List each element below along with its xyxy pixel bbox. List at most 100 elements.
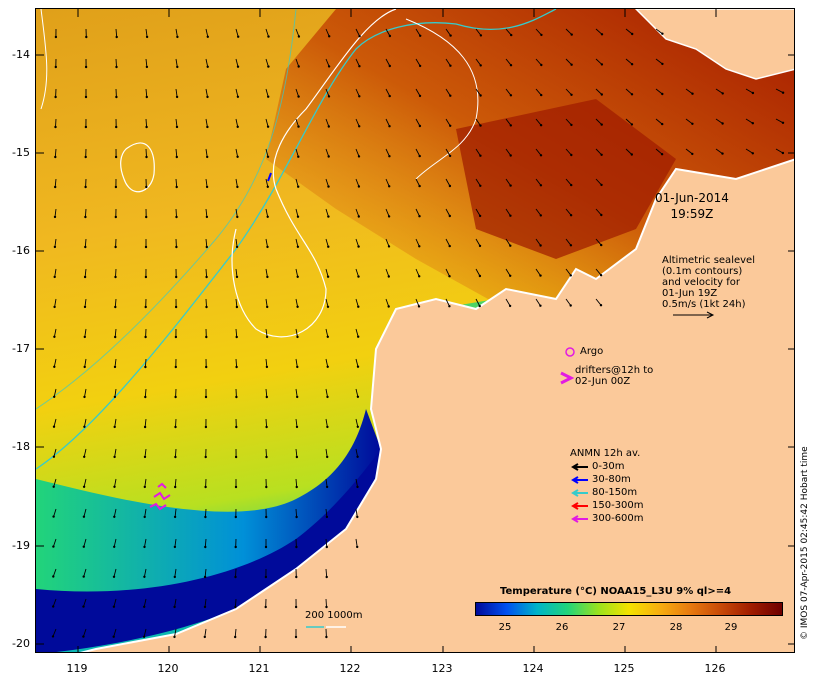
velocity-vector-head [84, 65, 88, 69]
velocity-vector [235, 118, 239, 127]
velocity-vector [295, 268, 299, 277]
lat-label-20: -20 [12, 637, 30, 650]
velocity-vector [325, 178, 329, 187]
velocity-vector [325, 328, 329, 337]
velocity-vector [385, 238, 390, 247]
velocity-vector [565, 58, 572, 66]
velocity-vector-head [174, 335, 178, 339]
cool-coastal-water [36, 409, 381, 639]
velocity-vector [295, 238, 299, 247]
velocity-vector-head [600, 33, 604, 36]
velocity-vector [234, 628, 237, 638]
anmn-item-4: 300-600m [592, 513, 644, 524]
velocity-vector [235, 358, 238, 368]
velocity-vector-head [570, 93, 573, 97]
drifters-line-1: drifters@12h to [575, 365, 654, 376]
velocity-vector-head [326, 365, 329, 368]
drifter-tracks [149, 482, 171, 511]
anmn-symbol-head-1 [571, 476, 579, 484]
velocity-vector [475, 88, 481, 96]
velocity-vector-head [540, 63, 543, 67]
drifters-label: drifters@12h to 02-Jun 00Z [575, 365, 653, 387]
velocity-vector-head [143, 605, 146, 608]
velocity-vector [445, 148, 451, 157]
velocity-vector-head [173, 605, 176, 609]
velocity-vector-head [449, 94, 452, 97]
velocity-vector-head [660, 153, 664, 156]
velocity-vector-head [296, 395, 299, 399]
velocity-vector [595, 88, 603, 95]
anmn-symbol-head-3 [571, 502, 579, 510]
velocity-vector-head [327, 155, 330, 158]
velocity-vector [295, 388, 298, 397]
velocity-vector-head [419, 34, 422, 37]
velocity-vector-head [52, 545, 55, 548]
velocity-vector-head [52, 455, 56, 458]
velocity-vector [505, 208, 511, 216]
velocity-vector [84, 388, 87, 397]
isobath-mid [36, 9, 297, 410]
velocity-vector-head [294, 635, 298, 639]
velocity-vector-head [479, 34, 483, 37]
velocity-vector [415, 88, 421, 97]
isobath-1000m [231, 9, 397, 338]
velocity-vector-head [449, 124, 452, 128]
velocity-vector [445, 58, 451, 66]
velocity-vector-head [266, 125, 270, 128]
velocity-vector [114, 358, 117, 367]
velocity-vector [355, 328, 359, 337]
date-time-stamp: 01-Jun-2014 19:59Z [655, 190, 729, 222]
velocity-vector [144, 538, 147, 547]
velocity-vector-head [52, 515, 55, 518]
velocity-vector-head [540, 93, 543, 97]
velocity-vector-head [115, 35, 118, 39]
velocity-vector-head [53, 365, 56, 368]
velocity-vector-head [83, 275, 87, 279]
velocity-vector-head [235, 245, 239, 249]
velocity-vector-head [266, 185, 269, 188]
velocity-vector-head [265, 395, 268, 399]
velocity-vector [175, 208, 177, 218]
isobath-legend-label: 200 1000m [305, 610, 363, 621]
velocity-vector [445, 268, 450, 277]
lon-label-121: 121 [248, 662, 270, 675]
velocity-vector [385, 298, 390, 307]
velocity-vector [595, 148, 602, 156]
lon-label-124: 124 [522, 662, 544, 675]
velocity-vector [295, 508, 298, 518]
velocity-vector-head [173, 635, 176, 639]
drifter-symbol [560, 371, 575, 385]
velocity-vector [295, 448, 298, 458]
velocity-vector-head [235, 395, 238, 399]
lat-label-14: -14 [12, 48, 30, 61]
velocity-vector [355, 208, 360, 217]
velocity-vector [205, 58, 209, 67]
velocity-vector-head [358, 125, 361, 128]
velocity-vector [445, 118, 451, 127]
velocity-vector [205, 28, 209, 37]
velocity-vector-head [145, 95, 148, 99]
velocity-vector [175, 88, 178, 97]
velocity-vector [83, 508, 87, 517]
velocity-vector [325, 538, 328, 548]
velocity-vector-head [539, 244, 542, 247]
velocity-vector-head [234, 605, 237, 609]
velocity-vector-head [236, 215, 239, 219]
velocity-vector-head [418, 64, 422, 68]
velocity-vector-head [418, 124, 422, 128]
velocity-vector-head [144, 275, 148, 279]
velocity-vector [235, 238, 238, 247]
velocity-vector [145, 118, 148, 128]
velocity-vector-head [691, 92, 694, 95]
velocity-vector-head [539, 304, 542, 307]
velocity-vector [535, 268, 541, 276]
velocity-vector-head [235, 335, 238, 339]
velocity-vector [325, 508, 328, 517]
velocity-vector [415, 58, 421, 67]
velocity-vector [325, 118, 330, 127]
velocity-vector [535, 298, 541, 306]
velocity-vector-head [203, 605, 207, 609]
velocity-vector-head [113, 455, 116, 459]
land-mass [79, 158, 794, 652]
velocity-vector-head [510, 33, 513, 37]
